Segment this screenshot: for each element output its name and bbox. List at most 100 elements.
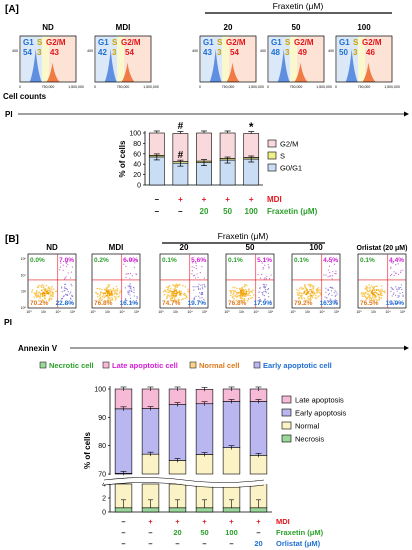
late-apoptotic-pct: 6.9% [123,257,138,264]
event-dot [238,294,240,297]
g1-label: G1 [203,38,214,47]
event-dot [195,265,197,267]
s-gate [290,36,297,82]
condition-cell: – [229,539,233,548]
late-legend-text: Late apoptotic cell [112,361,178,370]
event-dot [70,291,72,293]
s-value: 3 [285,48,290,57]
event-dot [268,296,270,298]
event-dot [127,293,130,295]
mdi-cell: + [225,195,230,204]
event-dot [304,286,307,289]
event-dot [263,291,265,293]
s-gate [42,36,49,82]
event-dot [300,295,303,298]
scatter-title: ND [46,243,58,252]
event-dot [259,300,261,302]
event-dot [65,262,67,265]
event-dot [195,262,197,264]
histogram-frame [267,35,325,83]
event-dot [173,300,176,303]
event-dot [33,296,35,298]
event-dot [37,299,40,302]
legend-swatch [281,395,292,404]
event-dot [264,286,266,288]
bar-necrosis [141,507,160,513]
event-dot [61,286,63,288]
event-dot [192,275,194,277]
event-dot [330,261,333,263]
x-tick: 750,000 [117,85,130,89]
event-dot [400,286,402,289]
event-dot [193,289,195,291]
event-dot [241,297,244,300]
g2m-peak [294,62,308,82]
event-dot [298,297,301,300]
event-dot [108,284,111,286]
condition-cell: 50 [200,528,208,537]
event-dot [64,286,66,288]
event-dot [319,289,322,291]
event-dot [329,286,331,288]
g1-label: G1 [339,38,350,47]
bar-necrosis [249,507,268,513]
event-dot [164,290,166,292]
event-dot [136,260,138,262]
event-dot [263,278,265,280]
event-dot [361,291,363,294]
event-dot [376,285,379,288]
event-dot [66,260,69,263]
event-dot [371,296,374,298]
condition-row-label: Fraxetin (μM) [276,528,324,537]
event-dot [172,294,174,297]
event-dot [390,273,393,276]
event-dot [102,294,105,296]
event-dot [367,293,370,295]
event-dot [243,289,245,291]
event-dot [307,295,309,298]
event-dot [311,289,313,292]
y-axis-label: % of cells [118,140,127,177]
event-dot [308,298,310,301]
event-dot [244,288,247,291]
event-dot [368,294,370,297]
event-dot [191,273,193,275]
event-dot [308,283,310,286]
event-dot [195,267,198,270]
event-dot [180,292,183,295]
event-dot [401,288,403,291]
event-dot [306,292,308,295]
early-apoptotic-pct: 17.9% [254,300,273,307]
event-dot [318,295,320,297]
y-axis-tick: 10² [21,290,27,294]
event-dot [170,295,172,297]
event-dot [194,277,196,279]
event-dot [109,299,111,302]
event-dot [99,287,101,290]
bar-necrosis [195,507,214,513]
event-dot [371,292,374,295]
event-dot [133,292,135,294]
event-dot [236,291,239,294]
event-dot [381,290,384,292]
event-dot [241,295,244,297]
event-dot [334,300,336,302]
event-dot [167,285,170,288]
event-dot [199,292,201,294]
necrotic-pct: 0.1% [162,257,177,264]
event-dot [168,295,171,297]
event-dot [127,273,130,275]
event-dot [199,297,201,299]
event-dot [402,269,404,271]
event-dot [59,266,62,268]
event-dot [113,293,115,296]
event-dot [111,299,113,301]
event-dot [398,287,400,289]
event-dot [118,292,121,294]
event-dot [115,297,118,299]
event-dot [239,290,242,293]
event-dot [66,261,68,263]
event-dot [240,297,242,300]
annexin-arrow-head [404,345,409,351]
